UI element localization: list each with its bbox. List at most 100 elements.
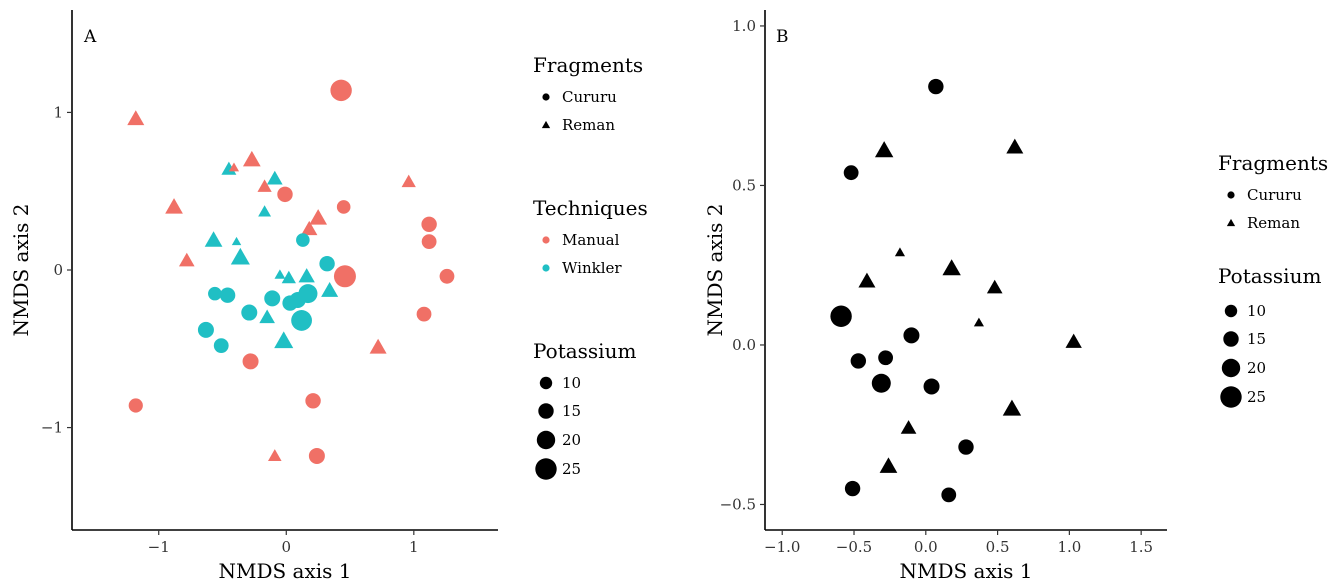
data-point	[208, 286, 222, 301]
legend-key-potassium	[538, 403, 554, 419]
data-point	[258, 205, 272, 217]
data-point	[401, 174, 416, 188]
data-point	[1006, 138, 1024, 154]
data-point	[257, 179, 272, 192]
data-point	[274, 331, 294, 349]
panel-A: −1 0 1 −1 0 1 A NMDS axis 1 NMDS axis 2	[9, 10, 498, 583]
x-tick-label: 1.0	[1057, 538, 1081, 556]
data-point	[958, 439, 974, 455]
data-point	[242, 353, 259, 370]
legend-key-potassium	[1220, 386, 1242, 408]
data-point	[165, 198, 183, 214]
legend-title-potassium: Potassium	[533, 339, 636, 363]
x-tick-label: 0.0	[914, 538, 938, 556]
data-point	[330, 79, 352, 102]
x-axis-title: NMDS axis 1	[218, 559, 351, 583]
y-tick-label: 1	[53, 103, 63, 121]
legend-title-fragments: Fragments	[1218, 151, 1328, 175]
x-tick-label: 0	[282, 538, 292, 556]
data-point	[421, 216, 437, 233]
legend-key-potassium	[539, 376, 553, 390]
legend-label-technique: Winkler	[562, 259, 622, 277]
data-point	[333, 265, 356, 288]
data-point	[274, 269, 286, 279]
x-axis-title: NMDS axis 1	[899, 559, 1032, 583]
data-point	[850, 353, 867, 369]
x-tick-label: −0.5	[836, 538, 872, 556]
data-point	[903, 327, 920, 344]
panel-B: −1.0 −0.5 0.0 0.5 1.0 1.5 −0.5 0.0 0.5 1.0 B NMDS a…	[703, 10, 1167, 583]
data-point	[301, 220, 318, 236]
data-point	[871, 373, 891, 393]
data-point	[231, 236, 242, 246]
data-point	[197, 321, 214, 338]
legend-label-potassium: 10	[562, 374, 581, 392]
data-point	[204, 231, 223, 247]
data-point	[321, 281, 339, 297]
data-point	[228, 162, 240, 172]
data-point	[230, 247, 250, 265]
data-point	[439, 268, 455, 284]
data-point	[259, 309, 275, 324]
data-point	[266, 170, 283, 185]
legend-label-potassium: 25	[1247, 388, 1266, 406]
data-point	[858, 272, 876, 288]
data-point	[416, 306, 432, 322]
legend-label-fragment: Reman	[562, 116, 615, 134]
data-point	[242, 150, 261, 167]
data-point	[264, 290, 281, 307]
data-point	[844, 480, 861, 497]
data-point	[213, 338, 229, 354]
legend-key-fragment	[542, 93, 550, 101]
y-tick-label: 1.0	[732, 17, 756, 35]
data-point	[296, 233, 310, 247]
x-tick-label: −1.0	[764, 538, 800, 556]
data-point	[1002, 399, 1022, 416]
legend-label-fragment: Reman	[1247, 214, 1300, 232]
legend-key-fragment	[541, 120, 551, 129]
legend-label-fragment: Cururu	[562, 88, 617, 106]
data-point	[127, 110, 145, 126]
legend-key-potassium	[535, 458, 557, 480]
y-axis-title: NMDS axis 2	[703, 203, 727, 336]
legend-key-fragment	[1226, 218, 1236, 227]
data-point	[291, 310, 312, 331]
data-point	[281, 270, 296, 284]
data-point	[942, 259, 961, 276]
data-point	[308, 447, 325, 464]
legend-key-potassium	[1223, 331, 1239, 347]
legend-title-potassium: Potassium	[1218, 264, 1321, 288]
y-tick-label: 0	[53, 261, 63, 279]
data-point	[309, 209, 328, 225]
data-point	[289, 291, 306, 308]
y-tick-label: −0.5	[720, 495, 756, 513]
legend-label-potassium: 15	[562, 402, 581, 420]
legend-B: Fragments Cururu Reman Potassium 10 15 20 25	[1218, 151, 1328, 408]
data-point	[894, 247, 906, 257]
panel-tag: A	[83, 27, 97, 47]
data-point	[421, 234, 437, 250]
legend-key-technique	[542, 264, 550, 272]
legend-label-fragment: Cururu	[1247, 186, 1302, 204]
legend-label-technique: Manual	[562, 231, 620, 249]
data-point	[830, 305, 852, 327]
legend-label-potassium: 15	[1247, 330, 1266, 348]
legend-title-fragments: Fragments	[533, 53, 643, 77]
data-point	[1065, 333, 1082, 348]
data-point	[879, 457, 898, 473]
legend-title-techniques: Techniques	[533, 196, 648, 220]
data-point	[178, 252, 195, 267]
data-point	[973, 317, 984, 327]
x-tick-label: 1	[409, 538, 419, 556]
data-point	[305, 393, 321, 409]
data-point	[319, 255, 335, 272]
data-point	[241, 304, 258, 321]
legend-label-potassium: 25	[562, 460, 581, 478]
data-point	[128, 398, 143, 413]
legend-label-potassium: 20	[562, 431, 581, 449]
legend-key-potassium	[536, 430, 556, 450]
data-point	[298, 268, 315, 283]
data-point	[923, 378, 940, 395]
data-point	[874, 141, 894, 158]
